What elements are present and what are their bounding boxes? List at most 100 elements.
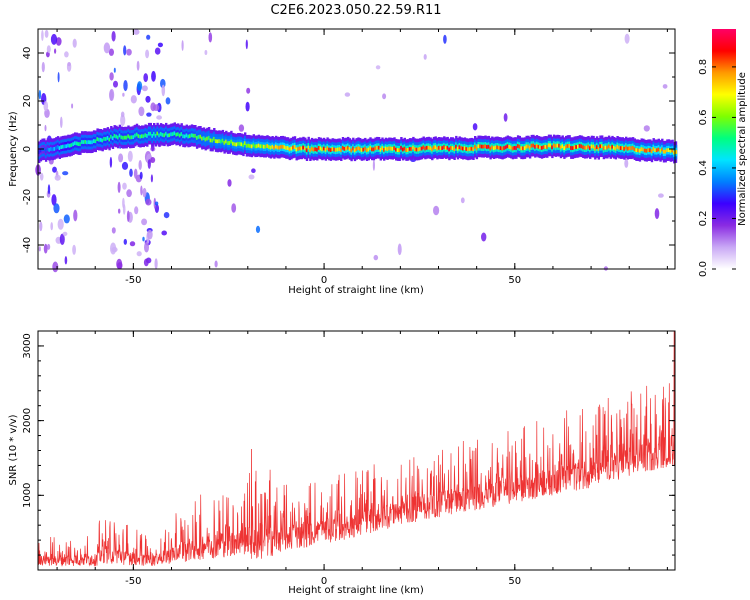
spectrogram-ridge-cell	[477, 144, 480, 149]
spectrogram-ridge-cell	[319, 146, 322, 151]
spectrogram-ridge-cell	[183, 134, 187, 139]
spectrogram-ridge-cell	[453, 147, 456, 151]
spectrogram-ridge-cell	[331, 147, 334, 151]
spectrogram-ridge-cell	[154, 133, 158, 138]
spectrogram-noise-cell	[50, 33, 58, 45]
spectrogram-ridge-cell	[213, 136, 216, 141]
x-tick-label: -50	[125, 576, 141, 587]
spectrogram-ridge-cell	[89, 140, 92, 145]
spectrogram-ridge-cell	[384, 146, 388, 151]
spectrogram-ridge-cell	[44, 149, 48, 153]
spectrogram-ridge-cell	[101, 138, 104, 143]
spectrogram-ridge-cell	[53, 147, 56, 151]
spectrogram-noise-cell	[118, 153, 124, 163]
spectrogram-ridge-cell	[240, 142, 243, 147]
spectrogram-ridge-cell	[259, 144, 262, 149]
spectrogram-ridge-cell	[583, 145, 587, 150]
spectrogram-ridge-cell	[662, 149, 666, 154]
spectrogram-ridge-cell	[55, 146, 58, 150]
spectrogram-ridge-cell	[305, 148, 309, 153]
spectrogram-ridge-cell	[429, 146, 432, 151]
spectrogram-ridge-cell	[520, 146, 523, 151]
spectrogram-noise-cell	[161, 230, 167, 236]
spectrogram-noise-cell	[503, 113, 508, 122]
spectrogram-noise-cell	[54, 48, 57, 54]
spectrogram-ridge-cell	[244, 141, 247, 146]
spectrogram-ridge-cell	[594, 146, 597, 151]
spectrogram-noise-cell	[214, 260, 218, 268]
spectrogram-ridge-cell	[590, 144, 594, 149]
spectrogram-ridge-cell	[508, 145, 511, 149]
spectrogram-ridge-cell	[336, 147, 340, 152]
spectrogram-ridge-cell	[256, 144, 259, 149]
spectrogram-ridge-cell	[103, 137, 106, 141]
spectrogram-ridge-cell	[328, 147, 331, 152]
spectrogram-noise-cell	[154, 258, 158, 270]
spectrogram-noise-cell	[62, 231, 68, 236]
spectrogram-ridge-cell	[604, 145, 607, 150]
spectrogram-ridge-cell	[104, 137, 108, 141]
spectrogram-noise-cell	[39, 172, 44, 181]
spectrogram-ridge-cell	[165, 131, 168, 136]
spectrogram-ridge-cell	[647, 148, 650, 152]
spectrogram-noise-cell	[138, 106, 145, 117]
spectrogram-ridge-cell	[614, 146, 618, 151]
spectrogram-ridge-cell	[75, 141, 79, 146]
spectrogram-ridge-cell	[292, 145, 295, 150]
snr-x-label: Height of straight line (km)	[288, 585, 424, 596]
spectrogram-ridge-cell	[280, 144, 283, 149]
spectrogram-noise-cell	[146, 112, 152, 117]
spectrogram-noise-cell	[481, 232, 487, 242]
spectrogram-ridge-cell	[568, 144, 571, 148]
spectrogram-ridge-cell	[182, 134, 185, 139]
spectrogram-ridge-cell	[180, 132, 183, 136]
spectrogram-ridge-cell	[587, 144, 590, 149]
spectrogram-ridge-cell	[482, 144, 485, 149]
y-tick-label: 0	[22, 146, 33, 152]
colorbar-tick-label: 0.8	[698, 59, 709, 75]
spectrogram-ridge-cell	[84, 140, 87, 144]
spectrogram-ridge-cell	[631, 145, 635, 150]
spectrogram-ridge-cell	[494, 145, 497, 150]
spectrogram-ridge-cell	[70, 143, 73, 147]
spectrogram-ridge-cell	[197, 135, 200, 139]
spectrogram-ridge-cell	[365, 148, 369, 153]
spectrogram-noise-cell	[147, 229, 153, 240]
spectrogram-noise-cell	[163, 212, 170, 219]
spectrogram-ridge-cell	[501, 146, 504, 151]
spectrogram-ridge-cell	[657, 147, 660, 152]
spectrogram-ridge-cell	[340, 148, 343, 153]
spectrogram-ridge-cell	[359, 146, 362, 151]
spectrogram-ridge-cell	[643, 148, 647, 153]
spectrogram-noise-cell	[146, 34, 151, 40]
spectrogram-noise-cell	[397, 243, 402, 256]
spectrogram-noise-cell	[117, 181, 121, 193]
spectrogram-ridge-cell	[664, 149, 667, 154]
spectrogram-ridge-cell	[92, 139, 96, 143]
spectrogram-ridge-cell	[286, 146, 290, 150]
spectrogram-ridge-cell	[645, 148, 648, 153]
spectrogram-ridge-cell	[46, 147, 49, 152]
spectrogram-ridge-cell	[307, 145, 310, 150]
spectrogram-ridge-cell	[219, 139, 223, 144]
spectrogram-ridge-cell	[642, 147, 645, 152]
spectrogram-ridge-cell	[468, 147, 472, 151]
spectrogram-ridge-cell	[187, 134, 190, 139]
spectrogram-ridge-cell	[82, 140, 85, 144]
y-tick-label: 3000	[22, 333, 33, 358]
spectrogram-ridge-cell	[659, 149, 662, 153]
spectrogram-noise-cell	[157, 42, 163, 48]
spectrogram-ridge-cell	[486, 145, 489, 149]
spectrogram-ridge-cell	[487, 144, 491, 149]
snr-series-line	[37, 330, 676, 567]
spectrogram-panel: -50 0 50 -40 -20 0 20 40 Height of straight lin…	[8, 28, 678, 296]
spectrogram-ridge-cell	[535, 144, 539, 148]
spectrogram-ridge-cell	[118, 133, 122, 138]
spectrogram-ridge-cell	[62, 144, 65, 149]
spectrogram-noise-cell	[136, 60, 140, 71]
spectrogram-noise-cell	[64, 51, 69, 58]
spectrogram-ridge-cell	[115, 134, 118, 139]
spectrogram-ridge-cell	[113, 133, 116, 138]
spectrogram-noise-cell	[60, 116, 63, 128]
